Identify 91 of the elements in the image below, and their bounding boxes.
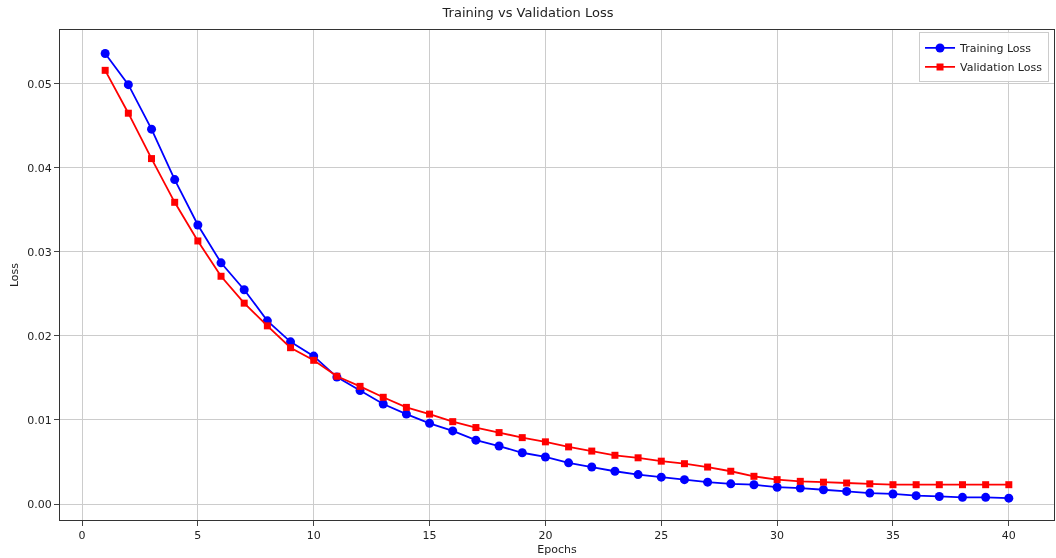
- point: [193, 220, 203, 230]
- point: [796, 477, 804, 485]
- point: [727, 467, 735, 475]
- point: [356, 382, 364, 390]
- point: [934, 491, 944, 501]
- y-axis-title: Loss: [7, 262, 21, 288]
- legend-label: Training Loss: [959, 42, 1032, 56]
- point: [425, 418, 435, 428]
- point: [495, 429, 503, 437]
- y-tick-label: 0.02: [27, 329, 52, 343]
- point: [194, 237, 202, 245]
- x-tick-label: 35: [885, 529, 900, 543]
- x-tick-label: 25: [654, 529, 669, 543]
- point: [773, 476, 781, 484]
- x-tick-label: 20: [538, 529, 553, 543]
- point: [587, 462, 597, 472]
- point: [379, 393, 387, 401]
- point: [540, 452, 550, 462]
- x-tick-label: 0: [78, 529, 86, 543]
- point: [565, 443, 573, 451]
- point: [448, 426, 458, 436]
- point: [981, 492, 991, 502]
- point: [239, 285, 249, 295]
- x-tick-label: 5: [194, 529, 202, 543]
- point: [982, 481, 990, 489]
- point: [216, 258, 226, 268]
- point: [703, 477, 713, 487]
- point: [402, 403, 410, 411]
- point: [1005, 481, 1013, 489]
- point: [310, 356, 318, 364]
- point: [819, 478, 827, 486]
- point: [957, 492, 967, 502]
- x-tick-label: 30: [770, 529, 785, 543]
- y-tick-label: 0.01: [27, 413, 52, 427]
- chart-title: Training vs Validation Loss: [441, 5, 614, 21]
- point: [842, 486, 852, 496]
- point: [750, 472, 758, 480]
- point: [843, 479, 851, 487]
- point: [263, 322, 271, 330]
- y-tick-label: 0.03: [27, 245, 52, 259]
- point: [588, 447, 596, 455]
- point: [749, 480, 759, 490]
- point: [472, 424, 480, 432]
- point: [148, 155, 156, 163]
- point: [123, 80, 133, 90]
- point: [611, 451, 619, 459]
- point: [704, 463, 712, 471]
- point: [912, 481, 920, 489]
- point: [726, 479, 736, 489]
- x-tick-label: 40: [1001, 529, 1016, 543]
- point: [287, 344, 295, 352]
- point: [240, 299, 248, 307]
- point: [171, 198, 179, 206]
- x-axis-title: Epochs: [537, 543, 577, 557]
- point: [217, 272, 225, 280]
- point: [101, 66, 109, 74]
- point: [610, 466, 620, 476]
- point: [958, 481, 966, 489]
- point: [680, 460, 688, 468]
- point: [517, 448, 527, 458]
- point: [634, 454, 642, 462]
- point: [935, 481, 943, 489]
- point: [911, 491, 921, 501]
- point: [426, 410, 434, 418]
- y-tick-label: 0.00: [27, 497, 52, 511]
- point: [449, 418, 457, 426]
- point: [656, 472, 666, 482]
- point: [888, 489, 898, 499]
- point: [772, 482, 782, 492]
- x-tick-label: 10: [306, 529, 321, 543]
- point: [657, 457, 665, 465]
- point: [541, 438, 549, 446]
- point: [1004, 493, 1014, 503]
- point: [865, 488, 875, 498]
- legend-label: Validation Loss: [960, 61, 1043, 75]
- point: [494, 441, 504, 451]
- point: [679, 475, 689, 485]
- point: [564, 458, 574, 468]
- y-tick-label: 0.04: [27, 161, 52, 175]
- y-tick-label: 0.05: [27, 77, 52, 91]
- point: [866, 480, 874, 488]
- point: [100, 49, 110, 59]
- point: [147, 124, 157, 134]
- point: [170, 175, 180, 185]
- x-tick-label: 15: [422, 529, 437, 543]
- point: [633, 470, 643, 480]
- point: [124, 109, 132, 117]
- point: [471, 435, 481, 445]
- point: [518, 434, 526, 442]
- point: [889, 481, 897, 489]
- point: [818, 485, 828, 495]
